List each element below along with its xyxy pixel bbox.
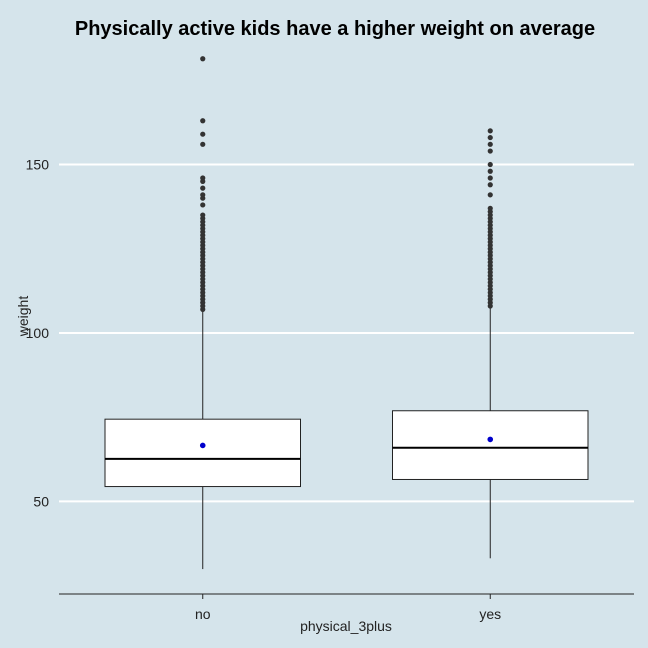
outlier-point-yes-30 [487,192,493,198]
outlier-point-no-28 [200,212,206,218]
box-no [104,56,301,570]
y-tick-labels: 50 100 150 [26,157,50,510]
mean-point-no [199,442,206,449]
outlier-point-yes-31 [487,182,493,188]
mean-point-yes [487,436,494,443]
outlier-point-no-35 [200,141,206,147]
box-yes [392,128,589,559]
chart-title: Physically active kids have a higher wei… [75,18,595,40]
outlier-point-no-34 [200,175,206,181]
outlier-point-yes-38 [487,128,493,134]
gridlines [59,163,634,503]
outlier-point-no-31 [200,192,206,198]
outlier-point-yes-32 [487,175,493,181]
x-ticks: no yes [195,594,501,622]
outlier-point-no-37 [200,118,206,124]
iqr-box-no [104,418,301,488]
y-tick-label-150: 150 [26,157,50,173]
outlier-point-no-36 [200,131,206,137]
outlier-point-yes-33 [487,168,493,174]
y-tick-label-50: 50 [33,493,49,509]
outlier-point-no-38 [200,56,206,62]
outlier-point-yes-35 [487,148,493,154]
outlier-point-yes-36 [487,141,493,147]
x-tick-label-no: no [195,606,211,622]
iqr-box-yes [392,410,589,480]
outlier-point-yes-34 [487,161,493,168]
x-axis-title: physical_3plus [300,618,392,634]
box-series [104,56,589,570]
y-tick-label-100: 100 [26,325,50,341]
outlier-point-no-32 [200,185,206,191]
y-axis-title: weight [15,296,31,338]
outlier-point-yes-37 [487,134,493,141]
outlier-point-no-29 [200,202,206,208]
outlier-point-yes-29 [487,205,493,211]
x-tick-label-yes: yes [479,606,501,622]
